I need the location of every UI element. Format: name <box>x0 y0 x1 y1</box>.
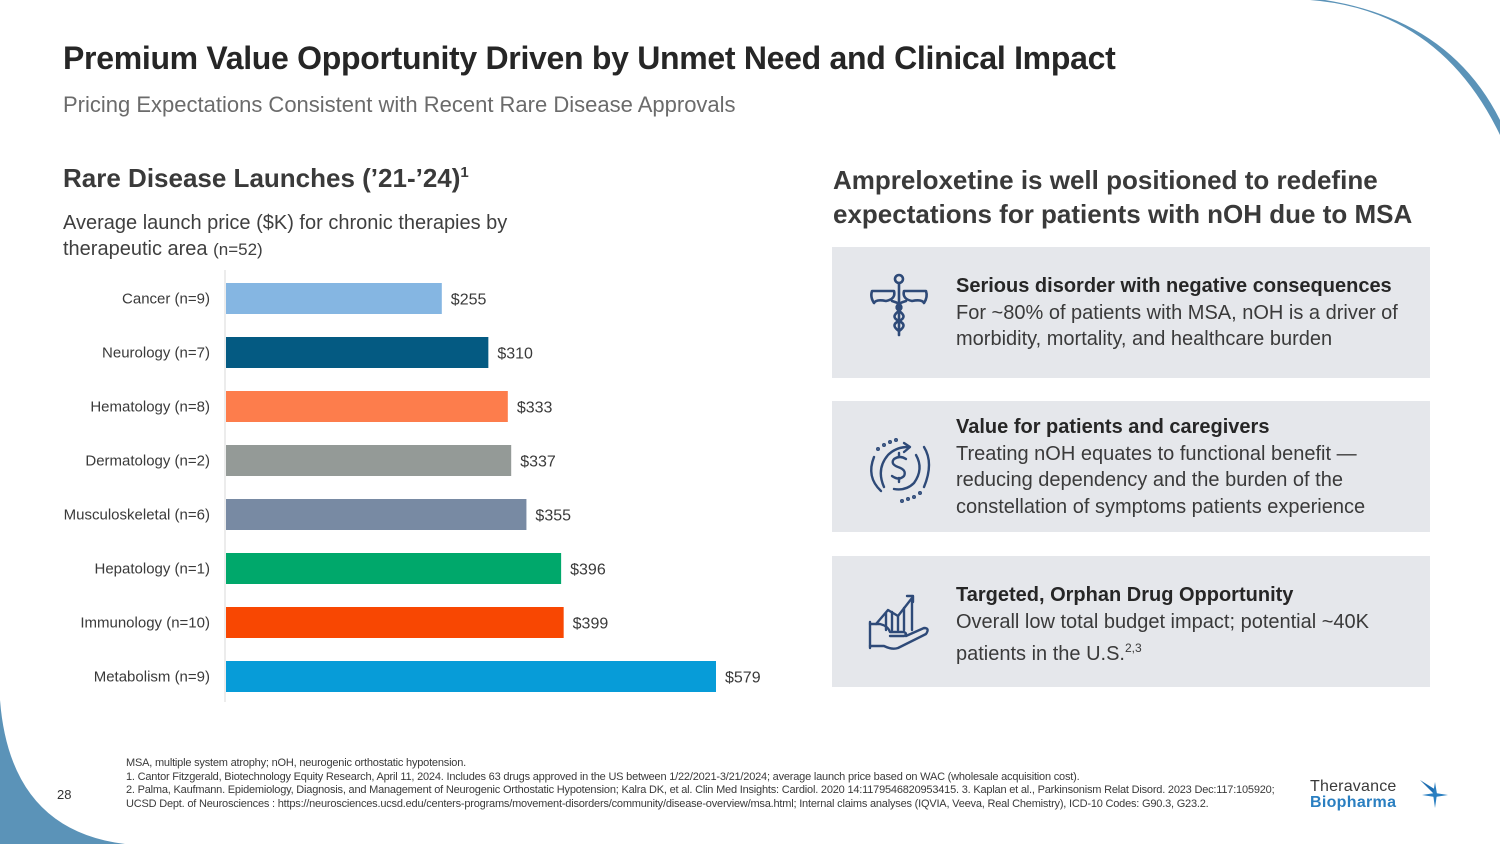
bar <box>226 553 562 584</box>
value-card-serious-disorder: Serious disorder with negative consequen… <box>832 247 1430 378</box>
footnote-ref: 2,3 <box>1124 641 1142 655</box>
corner-arc-decoration <box>0 700 125 844</box>
card-title: Value for patients and caregivers <box>956 416 1270 438</box>
card-text: Targeted, Orphan Drug Opportunity Overal… <box>956 582 1426 668</box>
chart-description-text: Average launch price ($K) for chronic th… <box>63 212 508 260</box>
category-label: Cancer (n=9) <box>122 291 210 308</box>
bar <box>226 607 564 638</box>
value-label: $399 <box>573 616 609 633</box>
logo-text-line1: Theravance <box>1310 778 1397 795</box>
chart-heading: Rare Disease Launches (’21-’24)1 <box>63 163 469 194</box>
chart-description: Average launch price ($K) for chronic th… <box>63 210 583 263</box>
card-body: Treating nOH equates to functional benef… <box>956 442 1366 518</box>
footnote-1: 1. Cantor Fitzgerald, Biotechnology Equi… <box>126 770 1080 783</box>
value-label: $255 <box>451 292 487 309</box>
footnote-2-3: 2. Palma, Kaufmann. Epidemiology, Diagno… <box>126 784 1275 810</box>
category-label: Hepatology (n=1) <box>95 561 211 578</box>
card-title: Serious disorder with negative consequen… <box>956 275 1392 297</box>
category-label: Musculoskeletal (n=6) <box>64 507 210 524</box>
value-card-patients-caregivers: Value for patients and caregivers Treati… <box>832 401 1430 532</box>
card-body: For ~80% of patients with MSA, nOH is a … <box>956 301 1398 351</box>
hand-growth-chart-icon <box>868 594 929 650</box>
value-label: $396 <box>570 562 606 579</box>
bar <box>226 391 508 422</box>
value-label: $337 <box>520 454 556 471</box>
footnotes: MSA, multiple system atrophy; nOH, neuro… <box>126 757 1276 811</box>
category-label: Neurology (n=7) <box>102 345 210 362</box>
company-logo: Theravance Biopharma <box>1310 778 1460 814</box>
bar <box>226 445 512 476</box>
value-label: $333 <box>517 400 553 417</box>
card-body: Overall low total budget impact; potenti… <box>956 610 1370 666</box>
bar <box>226 283 442 314</box>
category-label: Metabolism (n=9) <box>94 669 210 686</box>
value-label: $579 <box>725 670 761 687</box>
footnote-ref: 1 <box>460 164 469 181</box>
card-text: Value for patients and caregivers Treati… <box>956 414 1426 520</box>
value-label: $355 <box>535 508 571 525</box>
bar <box>226 661 716 692</box>
category-label: Dermatology (n=2) <box>85 453 210 470</box>
page-number: 28 <box>57 787 72 802</box>
page-title: Premium Value Opportunity Driven by Unme… <box>63 40 1116 76</box>
card-text: Serious disorder with negative consequen… <box>956 273 1426 353</box>
bar <box>226 499 527 530</box>
bar-chart: Cancer (n=9) $255 Neurology (n=7) $310 Hemat… <box>64 270 761 702</box>
footnote-abbreviations: MSA, multiple system atrophy; nOH, neuro… <box>126 757 467 769</box>
dollar-cycle-icon <box>870 437 931 503</box>
chart-heading-text: Rare Disease Launches (’21-’24) <box>63 163 461 193</box>
corner-arc-decoration <box>1310 0 1500 135</box>
value-card-orphan-drug: Targeted, Orphan Drug Opportunity Overal… <box>832 556 1430 687</box>
category-label: Hematology (n=8) <box>90 399 210 416</box>
star-logo-icon <box>1420 780 1450 810</box>
logo-text-line2: Biopharma <box>1310 794 1397 811</box>
caduceus-icon <box>870 273 928 337</box>
page-subtitle: Pricing Expectations Consistent with Rec… <box>63 92 736 117</box>
positioning-heading: Ampreloxetine is well positioned to rede… <box>833 165 1413 229</box>
bar <box>226 337 489 368</box>
card-title: Targeted, Orphan Drug Opportunity <box>956 584 1294 606</box>
value-label: $310 <box>497 346 533 363</box>
sample-size: (n=52) <box>213 240 263 259</box>
category-label: Immunology (n=10) <box>80 615 210 632</box>
